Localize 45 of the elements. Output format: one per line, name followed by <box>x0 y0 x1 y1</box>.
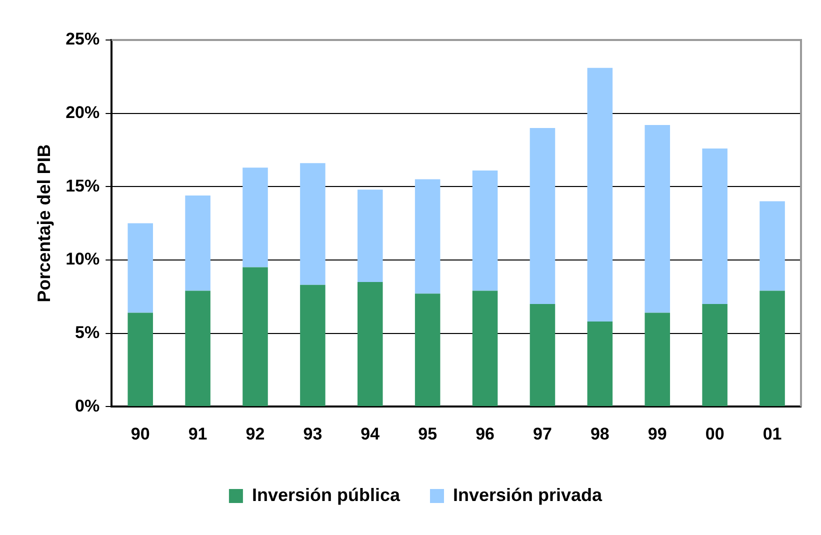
y-axis-title: Porcentaje del PIB <box>34 144 54 302</box>
bar <box>300 163 326 285</box>
bar <box>760 290 785 406</box>
bar <box>472 170 498 291</box>
x-tick-label: 98 <box>590 424 610 444</box>
legend-label: Inversión pública <box>252 484 401 505</box>
x-tick-label: 97 <box>533 424 552 444</box>
x-tick-label: 95 <box>418 424 438 444</box>
bar <box>358 190 383 282</box>
bar <box>128 312 153 406</box>
x-tick-label: 00 <box>705 424 724 444</box>
bar <box>702 304 728 406</box>
bar <box>530 128 556 304</box>
x-tick-label: 01 <box>762 424 782 444</box>
bar <box>702 148 728 304</box>
bar <box>587 322 613 406</box>
x-tick-label: 93 <box>303 424 322 444</box>
bar <box>587 68 613 322</box>
bar <box>472 290 498 406</box>
x-tick-label: 96 <box>476 424 494 444</box>
bar <box>300 284 326 406</box>
y-tick-label: 15% <box>66 176 100 196</box>
x-tick-label: 92 <box>246 424 265 444</box>
x-tick-label: 94 <box>360 424 380 444</box>
bar <box>185 290 210 406</box>
y-tick-label: 25% <box>66 30 100 49</box>
y-tick-label: 20% <box>66 103 100 122</box>
bar <box>358 282 383 406</box>
bar <box>530 304 556 406</box>
bar <box>242 267 268 406</box>
bar <box>414 179 440 294</box>
bar <box>185 195 210 291</box>
bar <box>644 125 670 313</box>
bar <box>644 312 670 406</box>
bar <box>128 223 153 313</box>
bar <box>760 201 785 291</box>
y-tick-label: 0% <box>75 396 100 416</box>
bar <box>414 294 440 406</box>
y-tick-label: 5% <box>75 322 100 342</box>
x-tick-label: 91 <box>188 424 208 444</box>
y-tick-label: 10% <box>66 250 100 269</box>
legend-label: Inversión privada <box>452 484 604 505</box>
x-tick-label: 99 <box>648 424 667 444</box>
bar <box>242 168 268 268</box>
x-tick-label: 90 <box>130 424 150 444</box>
